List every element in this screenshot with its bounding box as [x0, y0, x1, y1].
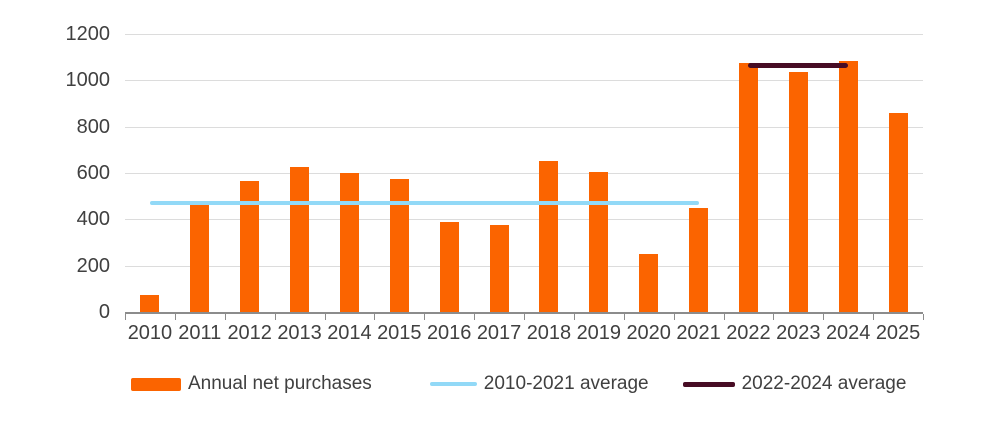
- x-axis-label-2019: 2019: [576, 322, 622, 344]
- gridline-800: [125, 126, 923, 128]
- y-axis-label-200: 200: [76, 254, 110, 277]
- average-line-2022-2024: [748, 62, 849, 68]
- gridline-1000: [125, 80, 923, 82]
- bar-2020: [639, 254, 659, 312]
- gridline-200: [125, 265, 923, 267]
- x-axis-tick: [224, 314, 226, 320]
- x-axis-label-2024: 2024: [825, 322, 871, 344]
- bar-2022: [738, 62, 758, 312]
- x-axis-label-2013: 2013: [277, 322, 322, 344]
- gridline-1200: [125, 34, 923, 35]
- x-axis-tick: [324, 314, 326, 320]
- average-line-2010-2021: [149, 200, 699, 205]
- gridline-400: [125, 219, 923, 221]
- x-axis-label-2022: 2022: [726, 322, 771, 344]
- y-axis-label-1200: 1200: [65, 23, 111, 45]
- legend-label-annual-net-purchases: Annual net purchases: [188, 373, 372, 394]
- x-axis-label-2015: 2015: [377, 322, 422, 344]
- legend-label-2022-2024-average: 2022-2024 average: [741, 373, 907, 394]
- x-axis-label-2025: 2025: [875, 322, 921, 344]
- x-axis-label-2023: 2023: [776, 322, 821, 344]
- x-axis-tick: [474, 314, 476, 320]
- x-axis-tick: [673, 314, 675, 320]
- bar-2011: [190, 204, 210, 312]
- x-axis-label-2010: 2010: [127, 322, 173, 344]
- gridline-600: [125, 173, 923, 174]
- legend-item-2010-2021-average: 2010-2021 average: [429, 373, 649, 395]
- chart-legend: Annual net purchases 2010-2021 average 2…: [131, 373, 906, 395]
- legend-label-2010-2021-average: 2010-2021 average: [483, 373, 649, 394]
- x-axis-label-2018: 2018: [526, 322, 572, 344]
- bar-2024: [838, 60, 858, 312]
- x-axis-label-2011: 2011: [178, 322, 222, 344]
- legend-bar-swatch: [131, 377, 181, 391]
- legend-item-annual-net-purchases: Annual net purchases: [131, 373, 372, 395]
- x-axis-tick: [274, 314, 276, 320]
- x-axis-tick: [573, 314, 575, 320]
- x-axis-label-2017: 2017: [476, 322, 522, 344]
- bar-2018: [539, 161, 559, 312]
- bar-2013: [290, 167, 310, 312]
- x-axis-label-2020: 2020: [626, 322, 671, 344]
- bar-2015: [389, 178, 409, 312]
- x-axis-tick: [174, 314, 176, 320]
- y-axis-label-600: 600: [76, 162, 110, 184]
- x-axis-tick: [623, 314, 625, 320]
- x-axis-tick: [923, 314, 924, 320]
- bar-2016: [439, 221, 459, 312]
- legend-item-2022-2024-average: 2022-2024 average: [682, 373, 907, 395]
- y-axis-label-800: 800: [76, 115, 110, 138]
- x-axis-tick: [773, 314, 775, 320]
- x-axis-tick: [125, 314, 126, 320]
- x-axis-line: [125, 312, 923, 314]
- bar-2017: [489, 225, 509, 312]
- legend-blue-line-swatch: [429, 382, 477, 386]
- x-axis-tick: [823, 314, 825, 320]
- x-axis-tick: [524, 314, 525, 320]
- y-axis-label-1000: 1000: [65, 69, 111, 92]
- bar-2012: [240, 181, 260, 312]
- x-axis-tick: [374, 314, 376, 320]
- x-axis-tick: [424, 314, 426, 320]
- bar-2023: [788, 72, 808, 312]
- bar-2025: [888, 112, 908, 312]
- x-axis-label-2021: 2021: [676, 322, 721, 344]
- x-axis-label-2014: 2014: [327, 322, 372, 344]
- x-axis-label-2016: 2016: [426, 322, 472, 344]
- bar-2014: [339, 173, 359, 312]
- x-axis-tick: [723, 314, 725, 320]
- bar-2019: [589, 171, 609, 312]
- y-axis-label-0: 0: [98, 301, 110, 323]
- x-axis-tick: [873, 314, 875, 320]
- legend-maroon-line-swatch: [682, 381, 735, 387]
- bar-2010: [140, 294, 160, 312]
- bar-2021: [689, 207, 709, 312]
- x-axis-label-2012: 2012: [227, 322, 272, 344]
- y-axis-label-400: 400: [76, 208, 110, 231]
